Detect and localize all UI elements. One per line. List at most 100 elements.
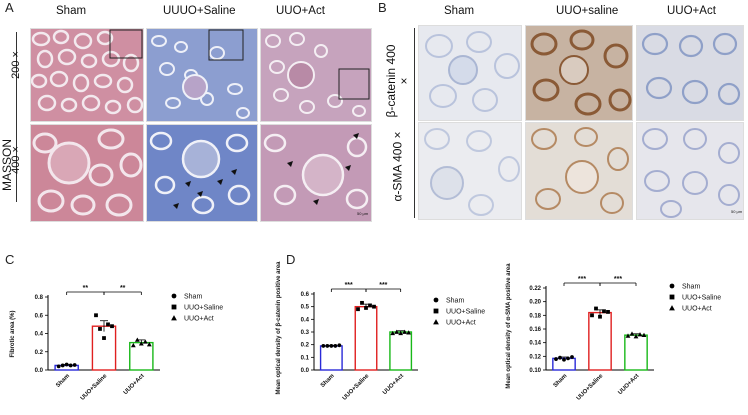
legend-marker [669,305,675,311]
data-point [98,327,102,331]
legend-label: Sham [184,294,202,301]
x-tick-label: UUO+Act [382,373,405,396]
data-point [138,341,144,346]
data-point [64,362,69,367]
data-point [372,304,376,309]
row-label-bcatenin-wrap: β-catenin 400 × [384,36,412,118]
chart-asma-density: 0.10 0.12 0.14 0.16 0.18 0.20 0.22 Mean optical… [500,262,748,415]
data-point [629,331,635,336]
bar-saline [91,325,117,371]
y-tick-label: 0.6 [35,313,44,319]
legend-marker [433,319,439,325]
legend-label: UUO+Saline [682,295,721,302]
row-label-400x: 400 × [10,146,22,174]
panel-b-col-act: UUO+Act [667,5,716,17]
chart-bcatenin-density: 0.0 0.1 0.2 0.3 0.4 0.5 0.6 Mean optical densit… [262,261,514,415]
significance-label: *** [345,282,353,289]
masson-sham-400x [30,124,144,222]
panel-label-d: D [286,252,296,267]
data-point [110,324,114,329]
masson-saline-200x [146,28,258,122]
data-point [360,300,364,305]
masson-act-200x [260,28,372,122]
masson-scale-bar: 50 μm [357,211,369,216]
legend-label: UUO+Saline [184,305,223,312]
data-point [94,313,98,318]
data-point [321,344,326,348]
legend-label: UUO+Act [184,316,214,323]
data-point [337,343,342,348]
legend-label: UUO+Act [682,306,712,313]
masson-act-400x: 50 μm [260,124,372,222]
y-tick-label: 0.5 [301,305,310,311]
data-point [398,330,404,336]
y-axis-label: Mean optical density of β-catenin positi… [276,261,282,395]
data-point [570,355,574,359]
row-label-bcatenin: β-catenin 400 × [384,44,411,118]
x-tick-label: UUO+Act [123,373,146,396]
chart-asma-density-svg: 0.10 0.12 0.14 0.16 0.18 0.20 0.22 Mean optical… [506,263,721,402]
y-tick-label: 0.16 [529,327,541,333]
y-tick-label: 0.4 [35,332,44,338]
chart-bcatenin-density-svg: 0.0 0.1 0.2 0.3 0.4 0.5 0.6 Mean optical densit… [276,261,485,402]
data-point [364,306,368,310]
y-tick-label: 0.12 [529,354,541,360]
data-point [637,332,643,337]
row-label-200x: 200 × [10,51,22,79]
data-point [146,342,152,347]
bcatenin-sham [418,25,522,121]
y-tick-label: 0.6 [301,292,310,298]
data-point [325,344,330,348]
asma-act: 50 μm [636,122,744,220]
bar-saline [354,305,378,371]
bar-saline [588,311,612,371]
x-tick-label: UUO+Saline [80,373,109,402]
data-point [72,363,77,367]
x-tick-label: UUO+Saline [576,373,605,402]
data-point [594,306,598,311]
significance-label: ** [120,285,126,292]
y-tick-label: 0.8 [35,295,44,301]
data-point [598,314,602,319]
data-point [625,333,631,338]
y-axis-label: Fibrotic area (%) [10,310,16,357]
row-label-400-wrap: 400 × [8,140,24,180]
data-point [554,357,558,361]
bar-act [389,331,413,371]
data-point [606,310,610,314]
masson-saline-400x [146,124,258,222]
row-label-200-wrap: 200 × [8,45,24,85]
bcatenin-saline [525,25,633,121]
significance-label: *** [614,276,622,283]
y-tick-label: 0.10 [529,368,541,374]
data-point [566,356,570,361]
significance-label: *** [379,282,387,289]
data-point [106,322,110,327]
bcatenin-act [636,25,744,121]
data-point [134,337,140,342]
x-tick-label: UUO+Saline [342,373,371,402]
legend-marker [669,294,675,300]
data-point [56,364,61,369]
data-point [390,330,396,336]
significance-label: *** [578,276,586,283]
y-tick-label: 0.18 [529,313,541,319]
panel-a-col-sham: Sham [56,5,87,17]
bar-act [624,334,648,371]
data-point [130,342,136,348]
y-tick-label: 0.1 [301,355,310,361]
chart-fibrotic-area-svg: 0.0 0.2 0.4 0.6 0.8 Fibrotic area (%) Sham UUO+… [10,285,223,402]
chart-fibrotic-area: 0.0 0.2 0.4 0.6 0.8 Fibrotic area (%) Sham UUO+… [0,262,260,415]
data-point [329,344,334,348]
data-point [368,303,372,308]
data-point [60,363,65,368]
asma-sham [418,122,522,220]
x-tick-label: Sham [55,373,71,389]
data-point [590,313,594,318]
bar-sham [319,345,343,371]
masson-sham-200x [30,28,144,122]
data-point [356,307,360,312]
y-tick-label: 0.2 [35,350,44,356]
panel-b-col-saline: UUO+saline [556,5,619,17]
data-point [602,309,606,314]
